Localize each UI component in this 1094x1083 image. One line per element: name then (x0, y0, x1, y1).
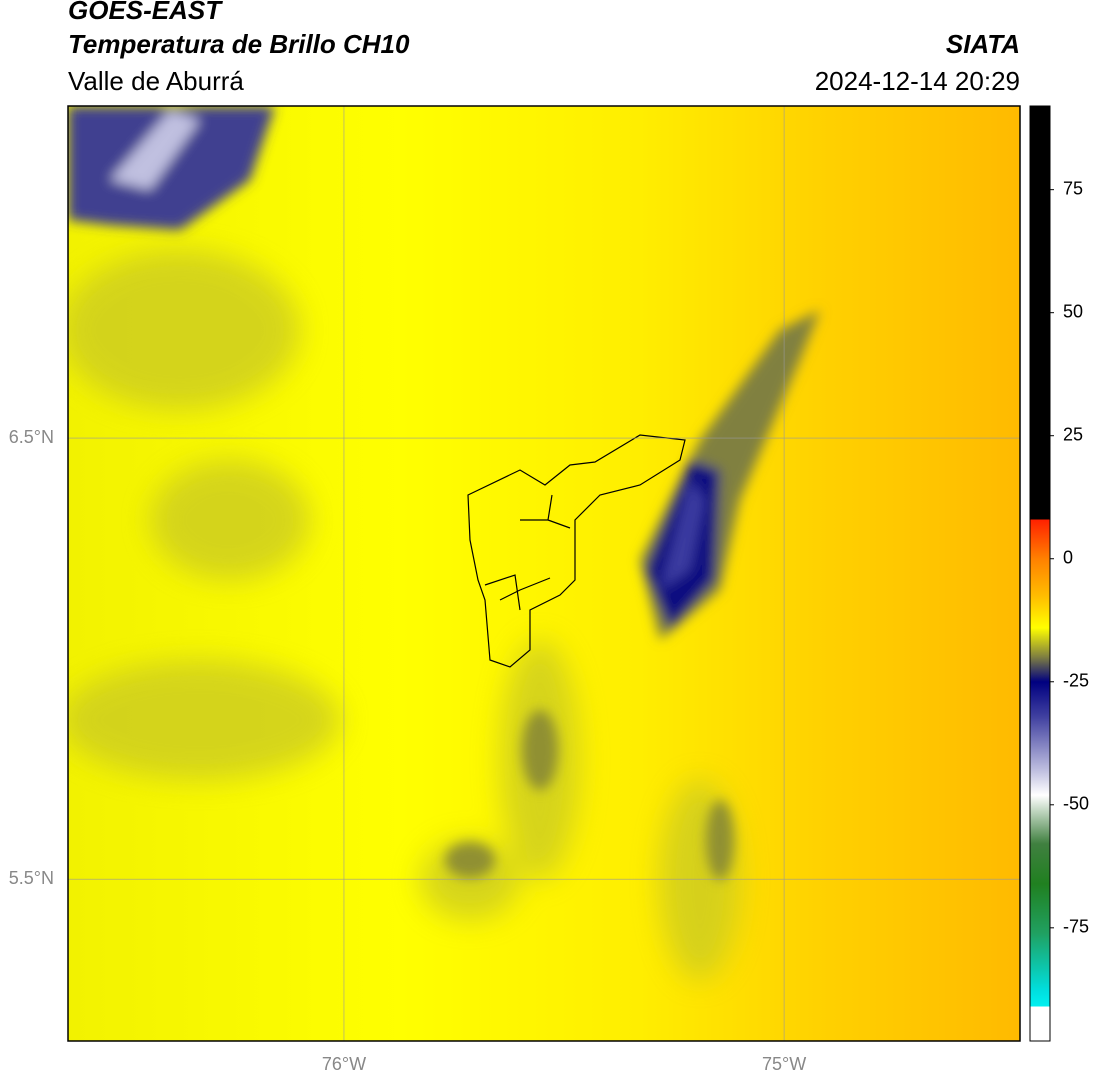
source: SIATA (946, 29, 1020, 59)
colorbar-tick-label: 25 (1063, 424, 1083, 444)
title: GOES-EAST (68, 0, 223, 25)
colorbar-tick-label: -75 (1063, 917, 1089, 937)
map-frame (67, 105, 1021, 1042)
region: Valle de Aburrá (68, 66, 244, 96)
colorbar-tick-label: 0 (1063, 547, 1073, 567)
colorbar (1029, 105, 1051, 1042)
x-tick-label: 75°W (762, 1054, 806, 1074)
colorbar-tick-label: -50 (1063, 794, 1089, 814)
y-tick-label: 6.5°N (9, 427, 54, 447)
map-field (68, 106, 1020, 1041)
x-tick-label: 76°W (322, 1054, 366, 1074)
subtitle: Temperatura de Brillo CH10 (68, 29, 410, 59)
y-tick-label: 5.5°N (9, 868, 54, 888)
colorbar-tick-label: 50 (1063, 301, 1083, 321)
datetime: 2024-12-14 20:29 (815, 66, 1020, 96)
colorbar-tick-label: -25 (1063, 671, 1089, 691)
colorbar-tick-label: 75 (1063, 178, 1083, 198)
